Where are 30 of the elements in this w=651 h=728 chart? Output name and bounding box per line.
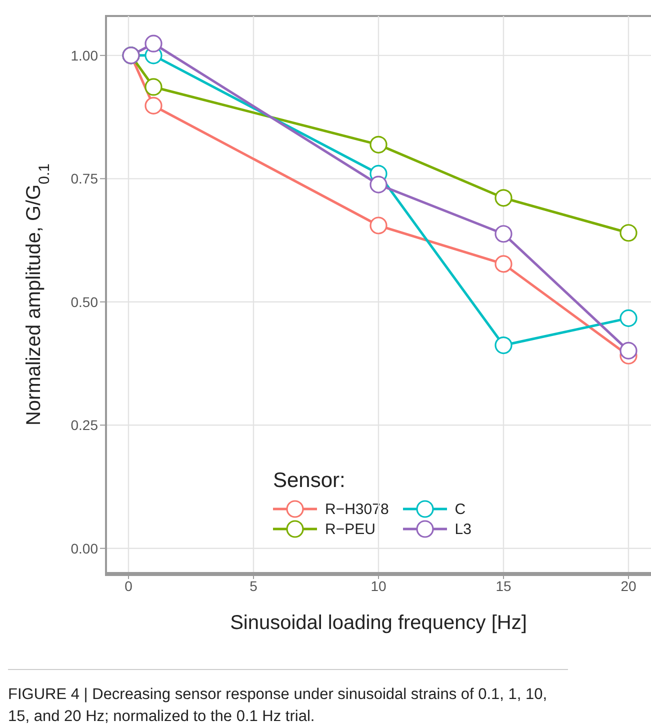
point (370, 216, 388, 234)
legend-label: R−PEU (325, 520, 376, 538)
point (144, 78, 162, 96)
x-tick-label: 15 (496, 578, 512, 594)
point (494, 336, 512, 354)
x-axis-title: Sinusoidal loading frequency [Hz] (230, 612, 527, 634)
point (144, 96, 162, 115)
point (494, 189, 512, 207)
x-tick-label: 20 (620, 578, 636, 594)
point (620, 224, 638, 242)
legend-label: C (454, 500, 466, 518)
point (620, 309, 638, 327)
y-tick-label: 0.00 (70, 540, 98, 556)
point (494, 255, 512, 273)
x-tick-label: 5 (250, 578, 258, 594)
point (144, 34, 162, 52)
legend-label: L3 (454, 520, 472, 538)
y-tick-label: 0.75 (70, 170, 98, 187)
y-tick-label: 0.50 (70, 294, 98, 310)
point (620, 342, 638, 360)
x-tick-label: 10 (370, 578, 386, 594)
legend-title: Sensor: (273, 469, 346, 493)
y-tick-label: 1.00 (70, 47, 98, 64)
x-tick-label: 0 (124, 578, 133, 594)
legend-label: R−H3078 (325, 500, 389, 518)
point (370, 136, 388, 154)
caption: FIGURE 4 | Decreasing sensor response under sinusoidal strains of 0.1, 1, 10, 15, and 20 Hz; normalized to the 0.1 Hz trial. (8, 669, 568, 728)
point (494, 225, 512, 243)
y-tick-label: 0.25 (70, 417, 98, 434)
point (370, 176, 388, 194)
